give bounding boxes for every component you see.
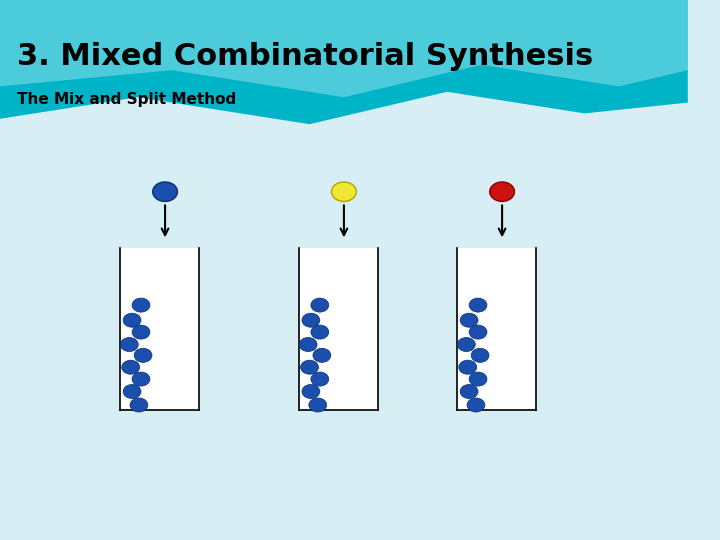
Bar [120,248,199,410]
Circle shape [123,313,141,327]
Circle shape [153,182,177,201]
Circle shape [311,372,329,386]
Text: 3. Mixed Combinatorial Synthesis: 3. Mixed Combinatorial Synthesis [17,42,593,71]
Circle shape [469,298,487,312]
Circle shape [132,325,150,339]
Circle shape [331,182,356,201]
Circle shape [469,325,487,339]
Bar [300,248,378,410]
Circle shape [311,298,329,312]
Circle shape [302,313,320,327]
Circle shape [460,384,478,399]
Text: The Mix and Split Method: The Mix and Split Method [17,92,236,107]
Circle shape [469,372,487,386]
Circle shape [134,348,152,362]
Polygon shape [0,0,688,97]
Circle shape [120,338,138,352]
Circle shape [309,398,327,412]
Bar [457,248,536,410]
Circle shape [460,313,478,327]
Circle shape [132,372,150,386]
Circle shape [459,360,477,374]
Circle shape [311,325,329,339]
Circle shape [123,384,141,399]
Circle shape [300,338,317,352]
Polygon shape [0,0,688,124]
Circle shape [471,348,489,362]
Circle shape [302,384,320,399]
Circle shape [122,360,140,374]
Circle shape [300,360,318,374]
Circle shape [130,398,148,412]
Circle shape [490,182,515,201]
Circle shape [467,398,485,412]
Circle shape [132,298,150,312]
Circle shape [313,348,330,362]
Circle shape [457,338,475,352]
